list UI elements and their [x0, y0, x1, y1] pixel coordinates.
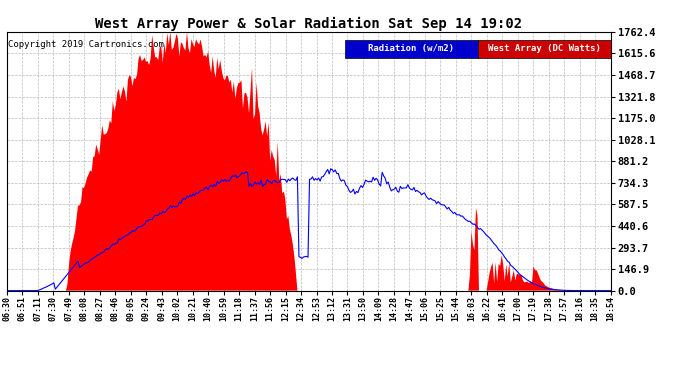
- Text: Copyright 2019 Cartronics.com: Copyright 2019 Cartronics.com: [8, 40, 164, 49]
- FancyBboxPatch shape: [345, 40, 477, 58]
- FancyBboxPatch shape: [477, 40, 611, 58]
- Text: Radiation (w/m2): Radiation (w/m2): [368, 44, 455, 53]
- Title: West Array Power & Solar Radiation Sat Sep 14 19:02: West Array Power & Solar Radiation Sat S…: [95, 16, 522, 31]
- Text: West Array (DC Watts): West Array (DC Watts): [488, 44, 601, 53]
